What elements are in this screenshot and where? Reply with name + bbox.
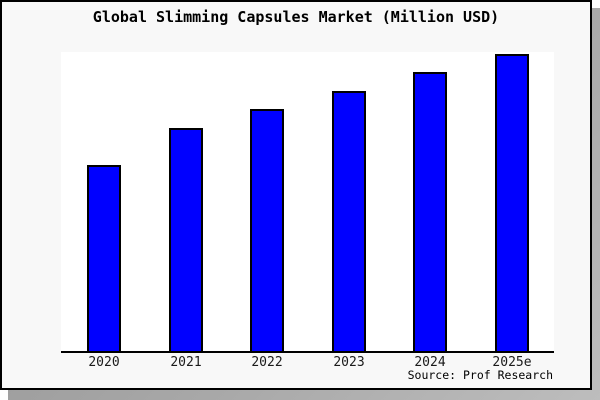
x-tick-label-2022: 2022 <box>251 355 283 370</box>
chart-title: Global Slimming Capsules Market (Million… <box>92 8 500 26</box>
x-tick-label-2025e: 2025e <box>492 355 532 370</box>
chart-panel: Global Slimming Capsules Market (Million… <box>0 0 592 390</box>
bar-2020 <box>87 165 121 353</box>
x-tick-label-2021: 2021 <box>170 355 202 370</box>
x-tick-label-2024: 2024 <box>414 355 446 370</box>
bar-2023 <box>332 91 366 353</box>
bar-2025e <box>495 54 529 353</box>
plot-area <box>61 52 554 353</box>
bar-2021 <box>169 128 203 353</box>
source-note: Source: Prof Research <box>407 368 553 382</box>
x-tick-label-2020: 2020 <box>88 355 120 370</box>
bar-2022 <box>250 109 284 353</box>
x-axis-line <box>61 351 554 353</box>
x-tick-label-2023: 2023 <box>333 355 365 370</box>
bar-2024 <box>413 72 447 353</box>
